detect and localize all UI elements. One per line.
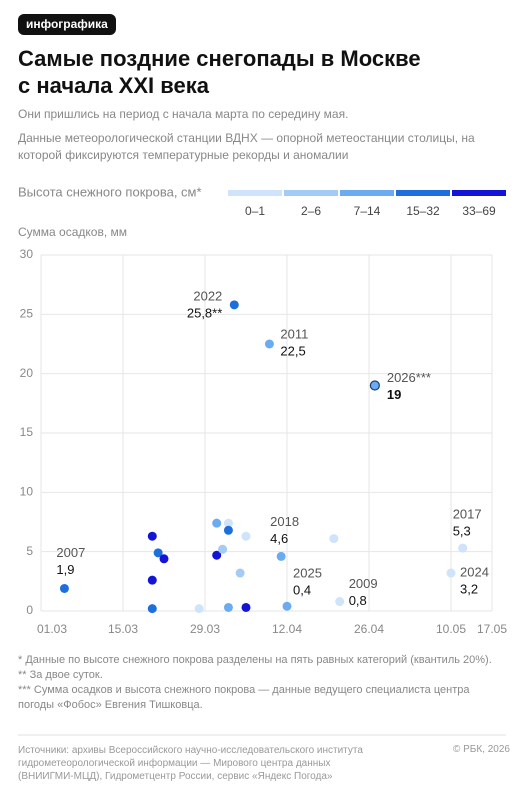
legend-label: 33–69 — [462, 204, 496, 218]
y-tick-label: 20 — [20, 366, 34, 380]
point-value: 4,6 — [270, 531, 288, 546]
y-tick-label: 0 — [26, 603, 33, 617]
x-tick-label: 12.04 — [272, 622, 302, 636]
y-tick-label: 10 — [20, 485, 34, 499]
point — [229, 300, 239, 310]
point-value: 0,8 — [349, 593, 367, 608]
y-tick-label: 25 — [20, 307, 34, 321]
point-year: 2017 — [453, 507, 482, 522]
point-value: 19 — [387, 387, 401, 402]
point-year: 2024 — [460, 564, 489, 579]
point-value: 3,2 — [460, 581, 478, 596]
point — [212, 550, 222, 560]
point — [276, 551, 286, 561]
title-line: Самые поздние снегопады в Москве — [18, 46, 421, 71]
point-value: 25,8** — [187, 305, 222, 320]
legend-label: 15–32 — [406, 204, 440, 218]
point — [264, 339, 274, 349]
point-year: 2022 — [193, 288, 222, 303]
point — [458, 543, 468, 553]
legend-title: Высота снежного покрова, см* — [18, 184, 202, 199]
point — [223, 525, 233, 535]
source-line: гидрометеорологической информации — Миро… — [18, 758, 331, 769]
badge: инфографика — [18, 14, 116, 35]
point — [147, 604, 157, 614]
sources: Источники: архивы Всероссийского научно-… — [18, 744, 418, 783]
point — [329, 534, 339, 544]
point-value: 22,5 — [280, 343, 305, 358]
point — [159, 554, 169, 564]
y-tick-label: 30 — [20, 247, 34, 261]
point — [212, 518, 222, 528]
legend-swatch — [452, 190, 506, 196]
x-tick-label: 10.05 — [436, 622, 466, 636]
legend-swatch — [396, 190, 450, 196]
footnote: *** Сумма осадков и высота снежного покр… — [18, 684, 470, 711]
point-year: 2026*** — [387, 370, 431, 385]
y-axis-label: Сумма осадков, мм — [18, 225, 127, 239]
point — [223, 602, 233, 612]
description: Данные метеорологической станции ВДНХ — … — [18, 131, 475, 162]
point — [218, 544, 228, 554]
point — [59, 583, 69, 593]
point — [147, 575, 157, 585]
point — [194, 604, 204, 614]
point — [335, 597, 345, 607]
legend-label: 0–1 — [245, 204, 265, 218]
point-value: 5,3 — [453, 524, 471, 539]
footnote: * Данные по высоте снежного покрова разд… — [18, 654, 492, 666]
point-value: 0,4 — [293, 583, 311, 598]
point — [282, 601, 292, 611]
point-year: 2025 — [293, 566, 322, 581]
point-year: 2007 — [56, 545, 85, 560]
point — [153, 548, 163, 558]
point — [241, 602, 251, 612]
y-tick-label: 15 — [20, 425, 34, 439]
point — [235, 568, 245, 578]
point-value: 1,9 — [56, 562, 74, 577]
source-line: Источники: архивы Всероссийского научно-… — [18, 745, 363, 756]
legend-swatch — [340, 190, 394, 196]
x-tick-label: 26.04 — [354, 622, 384, 636]
x-tick-label: 01.03 — [37, 622, 67, 636]
subtitle: Они пришлись на период с начала марта по… — [18, 107, 349, 121]
legend-swatch — [228, 190, 282, 196]
footnotes: * Данные по высоте снежного покрова разд… — [18, 653, 498, 713]
point-year: 2011 — [280, 326, 308, 341]
chart-title: Самые поздние снегопады в Москве с начал… — [18, 45, 421, 99]
point-year: 2009 — [349, 576, 378, 591]
legend-swatch — [284, 190, 338, 196]
legend-label: 2–6 — [301, 204, 321, 218]
point-year: 2018 — [270, 514, 299, 529]
footnote: ** За двое суток. — [18, 669, 103, 681]
title-line: с начала XXI века — [18, 73, 209, 98]
point — [147, 531, 157, 541]
x-tick-label: 17.05 — [477, 622, 507, 636]
y-tick-label: 5 — [26, 544, 33, 558]
point — [223, 518, 233, 528]
copyright: © РБК, 2026 — [452, 744, 510, 755]
point — [241, 531, 251, 541]
x-tick-label: 15.03 — [108, 622, 138, 636]
point — [446, 568, 456, 578]
point — [369, 380, 380, 391]
legend-label: 7–14 — [354, 204, 381, 218]
source-line: (ВНИИГМИ-МЦД), Гидрометцентр России, сер… — [18, 771, 333, 782]
x-tick-label: 29.03 — [190, 622, 220, 636]
